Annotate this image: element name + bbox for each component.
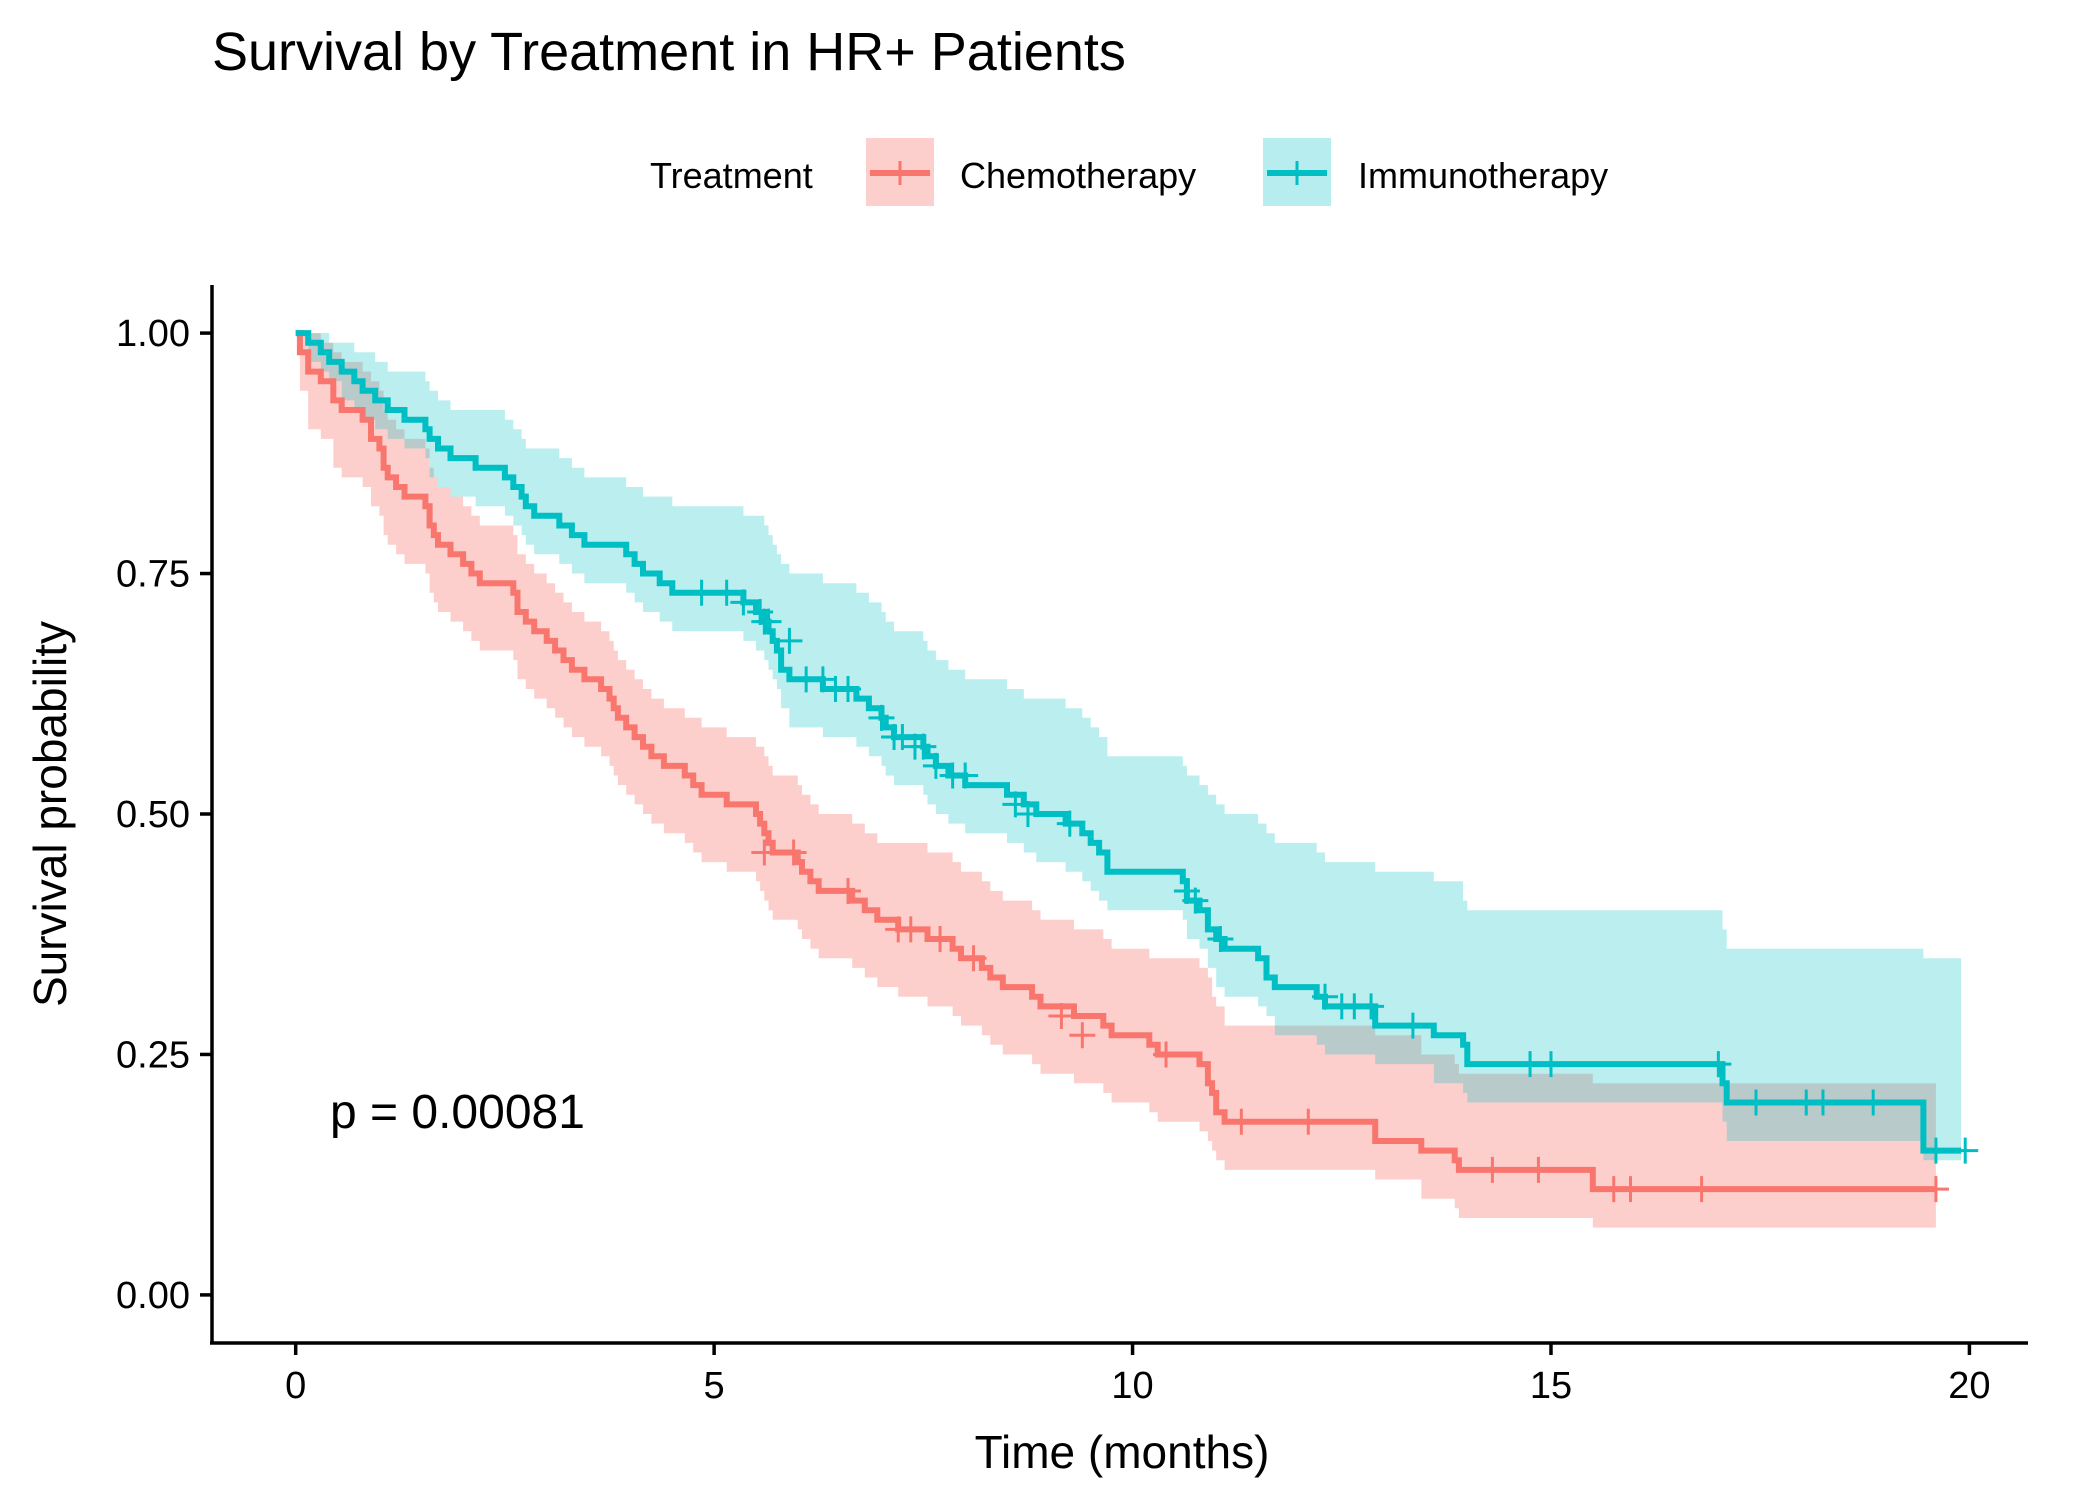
x-axis-title: Time (months) [975, 1426, 1270, 1478]
x-tick-label: 5 [704, 1365, 725, 1407]
chart-title: Survival by Treatment in HR+ Patients [212, 22, 1126, 82]
legend-title: Treatment [650, 155, 813, 196]
y-tick-label: 1.00 [116, 313, 190, 355]
legend-label-immunotherapy: Immunotherapy [1358, 155, 1608, 196]
y-tick-label: 0.50 [116, 794, 190, 836]
y-tick-label: 0.75 [116, 554, 190, 596]
y-tick-label: 0.00 [116, 1275, 190, 1317]
x-tick-label: 20 [1948, 1365, 1990, 1407]
p-value-annotation: p = 0.00081 [330, 1086, 585, 1139]
legend-label-chemotherapy: Chemotherapy [960, 155, 1196, 196]
x-tick-label: 10 [1111, 1365, 1153, 1407]
x-tick-label: 0 [285, 1365, 306, 1407]
y-tick-label: 0.25 [116, 1034, 190, 1076]
x-tick-label: 15 [1530, 1365, 1572, 1407]
y-axis-title: Survival probability [24, 621, 76, 1007]
